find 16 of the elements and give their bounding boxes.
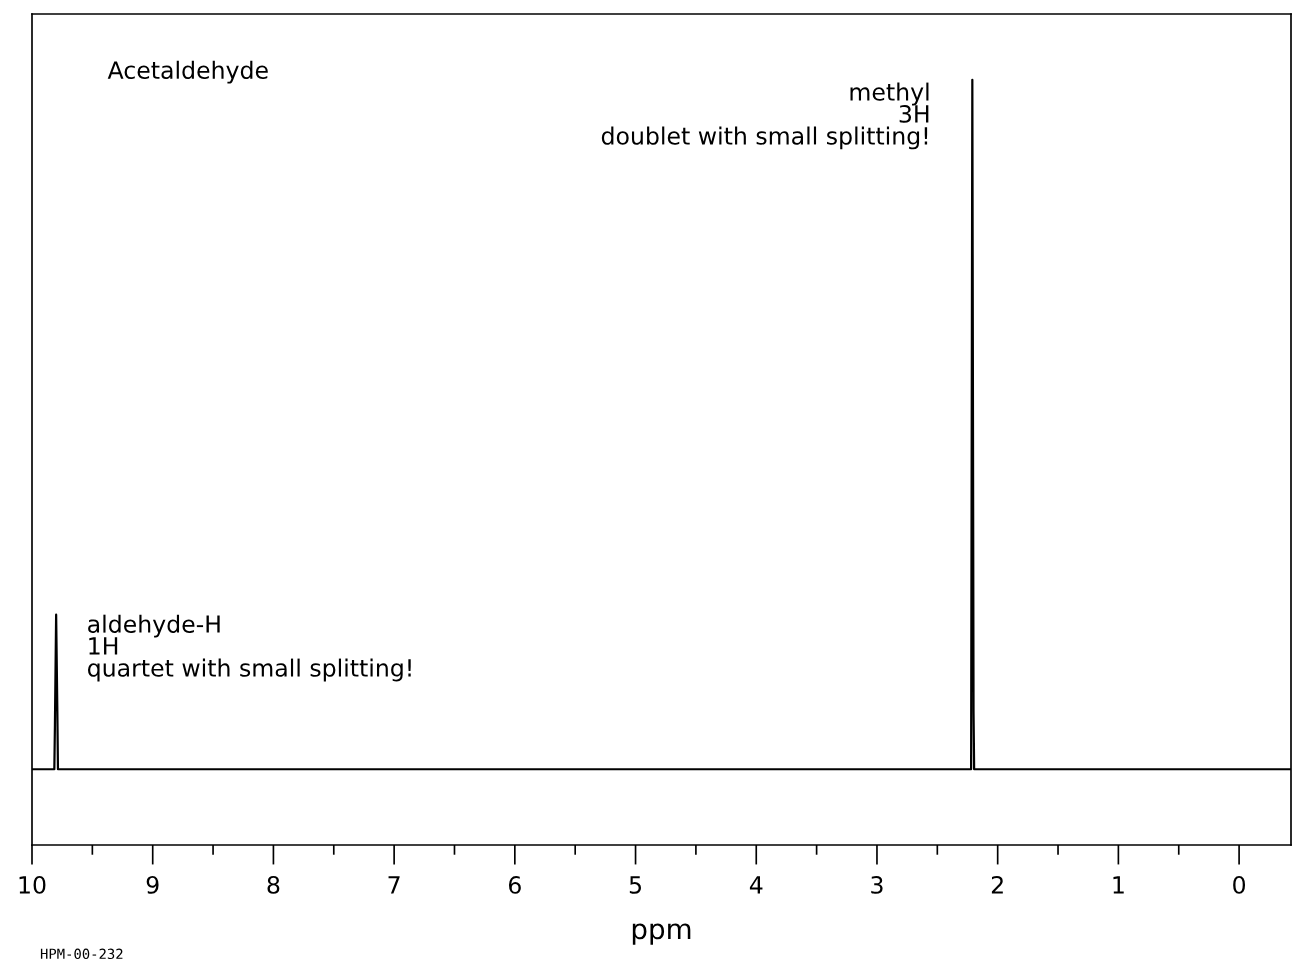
x-tick-label: 10 — [19, 875, 46, 894]
x-tick-label: 8 — [267, 875, 280, 894]
x-tick-label: 0 — [1233, 875, 1246, 894]
x-tick-label: 9 — [146, 875, 159, 894]
x-tick-label: 5 — [629, 876, 641, 894]
annotation: aldehyde-H 1H quartet with small splitting! — [88, 614, 411, 682]
x-tick-label: 7 — [388, 876, 400, 894]
annotation: methyl 3H doublet with small splitting! — [601, 82, 929, 150]
x-axis-title: ppm — [632, 923, 691, 945]
text: HPM-00-232 — [40, 948, 123, 960]
x-tick-label: 2 — [991, 875, 1003, 894]
x-tick-label: 3 — [871, 875, 883, 894]
chart-title: Acetaldehyde — [107, 60, 268, 84]
x-tick-label: 6 — [508, 875, 521, 894]
x-tick-label: 4 — [749, 876, 763, 894]
x-tick-label: 1 — [1113, 876, 1124, 894]
